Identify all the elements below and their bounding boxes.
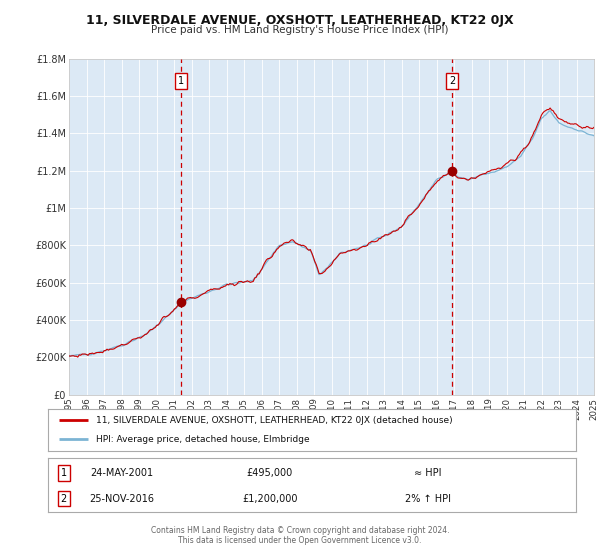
Text: 25-NOV-2016: 25-NOV-2016 <box>89 494 154 503</box>
Text: 1: 1 <box>178 76 184 86</box>
Text: 2% ↑ HPI: 2% ↑ HPI <box>405 494 451 503</box>
Text: 2: 2 <box>449 76 455 86</box>
Text: ≈ HPI: ≈ HPI <box>415 468 442 478</box>
Text: 24-MAY-2001: 24-MAY-2001 <box>91 468 154 478</box>
Text: £1,200,000: £1,200,000 <box>242 494 298 503</box>
Text: 2: 2 <box>61 494 67 503</box>
Text: £495,000: £495,000 <box>247 468 293 478</box>
Text: Price paid vs. HM Land Registry's House Price Index (HPI): Price paid vs. HM Land Registry's House … <box>151 25 449 35</box>
Text: Contains HM Land Registry data © Crown copyright and database right 2024.: Contains HM Land Registry data © Crown c… <box>151 526 449 535</box>
Text: This data is licensed under the Open Government Licence v3.0.: This data is licensed under the Open Gov… <box>178 536 422 545</box>
Text: HPI: Average price, detached house, Elmbridge: HPI: Average price, detached house, Elmb… <box>95 435 309 444</box>
Text: 1: 1 <box>61 468 67 478</box>
Text: 11, SILVERDALE AVENUE, OXSHOTT, LEATHERHEAD, KT22 0JX: 11, SILVERDALE AVENUE, OXSHOTT, LEATHERH… <box>86 14 514 27</box>
Text: 11, SILVERDALE AVENUE, OXSHOTT, LEATHERHEAD, KT22 0JX (detached house): 11, SILVERDALE AVENUE, OXSHOTT, LEATHERH… <box>95 416 452 424</box>
